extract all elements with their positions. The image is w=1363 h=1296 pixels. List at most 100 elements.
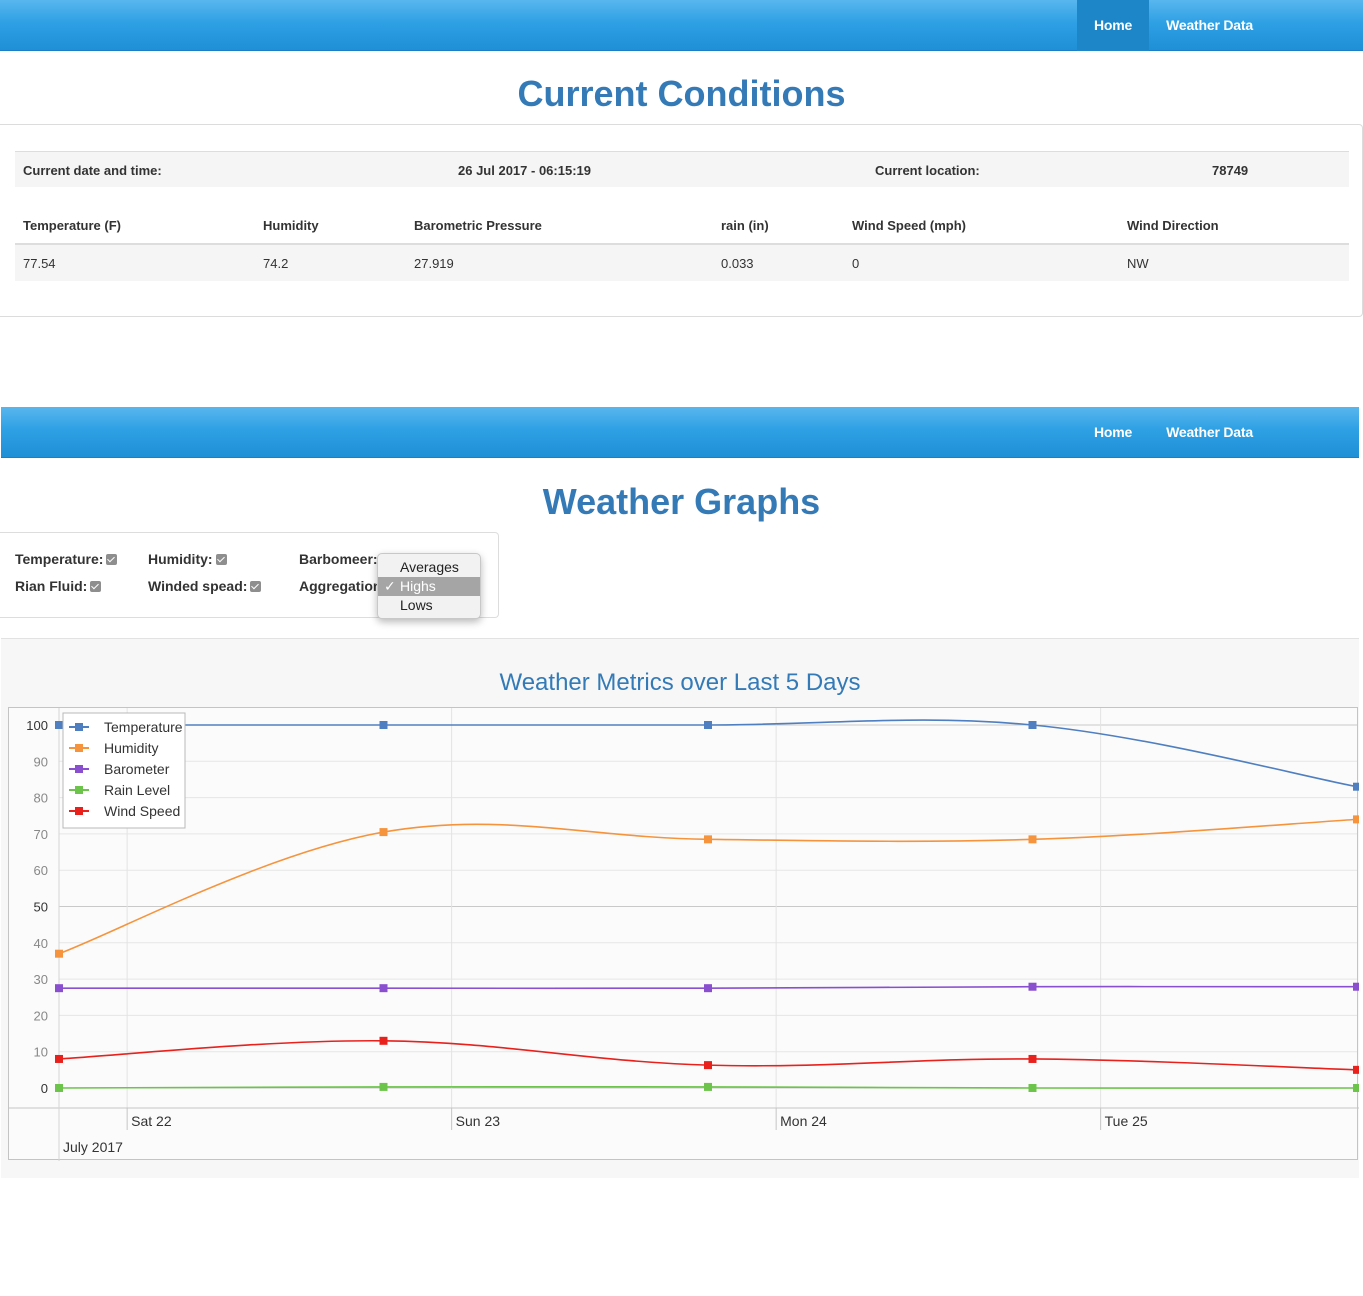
temperature-data-point xyxy=(1028,721,1037,729)
legend-label: Barometer xyxy=(104,761,170,777)
wind-speed-data-point xyxy=(55,1054,63,1063)
rain-level-data-point xyxy=(55,1084,63,1092)
x-tick-label: Tue 25 xyxy=(1105,1113,1148,1129)
temperature-data-point xyxy=(379,721,388,729)
x-tick-label: Sat 22 xyxy=(131,1113,172,1129)
y-tick-label: 80 xyxy=(34,791,48,806)
aggregation-option-highs[interactable]: ✓ Highs xyxy=(378,577,480,596)
x-tick-label: Mon 24 xyxy=(780,1113,827,1129)
value-temperature: 77.54 xyxy=(23,256,56,271)
current-conditions-panel: Current date and time: 26 Jul 2017 - 06:… xyxy=(0,124,1363,317)
humidity-toggle-label: Humidity: xyxy=(148,551,213,567)
legend-marker-swatch xyxy=(75,744,83,752)
date-location-row: Current date and time: 26 Jul 2017 - 06:… xyxy=(15,151,1349,187)
graphs-navbar: Home Weather Data xyxy=(1,407,1359,458)
chart-title: Weather Metrics over Last 5 Days xyxy=(499,669,861,696)
temperature-data-point xyxy=(55,721,63,729)
barometer-data-point xyxy=(704,984,712,993)
chart-legend xyxy=(62,712,186,829)
rain-toggle[interactable]: Rian Fluid: xyxy=(15,578,102,594)
aggregation-option-averages[interactable]: Averages xyxy=(400,559,459,575)
y-tick-label: 90 xyxy=(34,754,48,769)
chart-panel: Weather Metrics over Last 5 Days 0 10 20 30… xyxy=(1,638,1361,1178)
humidity-data-point xyxy=(1353,815,1361,824)
aggregation-option-highs-label: Highs xyxy=(400,578,436,594)
humidity-data-point xyxy=(55,949,63,958)
nav-home-link[interactable]: Home xyxy=(1077,0,1150,51)
location-label: Current location: xyxy=(875,163,980,178)
rain-toggle-label: Rian Fluid: xyxy=(15,578,88,594)
top-navbar: Home Weather Data xyxy=(0,0,1363,51)
legend-label: Temperature xyxy=(104,719,183,735)
y-tick-label: 20 xyxy=(34,1008,48,1023)
rain-level-data-point xyxy=(1353,1084,1361,1092)
legend-marker-swatch xyxy=(75,765,83,773)
weather-line-chart: 0 10 20 30 40 50 60 70 80 90 100 Sat 22 Sun 23 Mon 24… xyxy=(9,708,1361,1161)
checkmark-icon: ✓ xyxy=(384,578,396,594)
y-tick-label: 0 xyxy=(41,1081,48,1096)
wind-speed-data-point xyxy=(1028,1054,1037,1063)
legend-marker-swatch xyxy=(75,807,83,815)
aggregation-dropdown-menu[interactable]: Averages ✓ Highs Lows xyxy=(377,553,481,619)
header-rain: rain (in) xyxy=(721,218,769,233)
temperature-toggle-label: Temperature: xyxy=(15,551,104,567)
y-tick-label: 100 xyxy=(26,718,48,733)
y-tick-label: 70 xyxy=(34,827,48,842)
temperature-data-point xyxy=(704,721,712,729)
rain-level-data-point xyxy=(379,1082,388,1091)
header-wind-direction: Wind Direction xyxy=(1127,218,1219,233)
wind-toggle-label: Winded spead: xyxy=(148,578,248,594)
value-rain: 0.033 xyxy=(721,256,754,271)
y-tick-label: 50 xyxy=(34,900,48,915)
humidity-toggle[interactable]: Humidity: xyxy=(148,551,227,567)
nav-links-2: Home Weather Data xyxy=(1077,407,1270,458)
temperature-series-line xyxy=(59,719,1358,788)
legend-marker-swatch xyxy=(75,786,83,794)
wind-toggle[interactable]: Winded spead: xyxy=(148,578,262,594)
y-tick-label: 60 xyxy=(34,863,48,878)
legend-label: Humidity xyxy=(104,740,158,756)
aggregation-option-lows[interactable]: Lows xyxy=(400,597,433,613)
value-wind-direction: NW xyxy=(1127,256,1149,271)
humidity-checkbox[interactable] xyxy=(215,554,227,565)
location-value: 78749 xyxy=(1212,163,1249,178)
barometer-data-point xyxy=(1028,982,1037,991)
chart-plot-area: 0 10 20 30 40 50 60 70 80 90 100 Sat 22 Sun 23 Mon 24… xyxy=(8,707,1361,1161)
date-label: Current date and time: xyxy=(23,163,162,178)
x-sub-label: July 2017 xyxy=(63,1139,123,1155)
temperature-checkbox[interactable] xyxy=(106,554,118,565)
rain-level-data-point xyxy=(1028,1084,1037,1092)
humidity-data-point xyxy=(379,828,388,837)
legend-label: Wind Speed xyxy=(104,803,180,819)
nav-home-link-2[interactable]: Home xyxy=(1094,424,1133,440)
wind-speed-data-point xyxy=(379,1036,388,1045)
aggregation-label: Aggregation xyxy=(299,578,382,594)
value-humidity: 74.2 xyxy=(263,256,289,271)
barometer-data-point xyxy=(55,984,63,993)
wind-checkbox[interactable] xyxy=(250,581,262,592)
header-humidity: Humidity xyxy=(263,218,319,233)
temperature-toggle[interactable]: Temperature: xyxy=(15,551,118,567)
legend-label: Rain Level xyxy=(104,782,170,798)
header-temperature: Temperature (F) xyxy=(23,218,121,233)
wind-speed-data-point xyxy=(704,1061,712,1070)
y-tick-label: 40 xyxy=(34,936,48,951)
conditions-table-header: Temperature (F) Humidity Barometric Pres… xyxy=(15,205,1349,245)
humidity-data-point xyxy=(704,835,712,844)
nav-weather-data-link[interactable]: Weather Data xyxy=(1166,17,1253,33)
humidity-data-point xyxy=(1028,835,1037,844)
nav-weather-data-link-2[interactable]: Weather Data xyxy=(1166,424,1253,440)
current-conditions-title: Current Conditions xyxy=(517,73,846,114)
y-tick-label: 10 xyxy=(34,1045,48,1060)
nav-links: Home Weather Data xyxy=(1077,0,1270,51)
weather-graphs-title: Weather Graphs xyxy=(542,481,821,522)
wind-speed-data-point xyxy=(1353,1065,1361,1074)
rain-checkbox[interactable] xyxy=(90,581,102,592)
x-tick-label: Sun 23 xyxy=(456,1113,501,1129)
rain-level-data-point xyxy=(704,1082,712,1091)
legend-marker-swatch xyxy=(75,723,83,731)
conditions-table-row: 77.54 74.2 27.919 0.033 0 NW xyxy=(15,245,1349,281)
value-pressure: 27.919 xyxy=(414,256,454,271)
date-value: 26 Jul 2017 - 06:15:19 xyxy=(458,163,591,178)
temperature-data-point xyxy=(1353,782,1361,791)
